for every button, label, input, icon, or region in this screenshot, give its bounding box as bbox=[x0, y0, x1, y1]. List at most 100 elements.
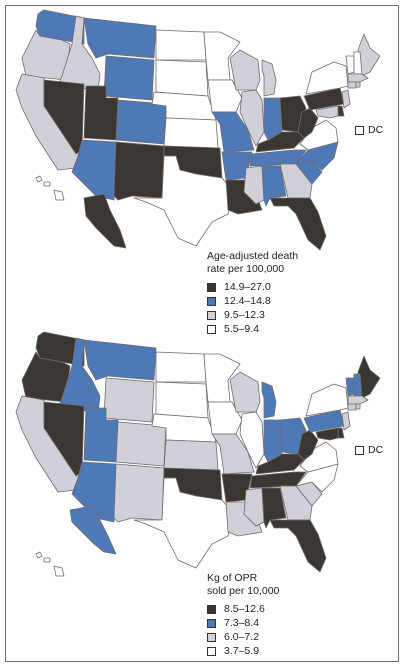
state-ME bbox=[357, 355, 381, 399]
legend-item: 3.7–5.9 bbox=[207, 644, 279, 658]
state-MA bbox=[347, 73, 369, 83]
state-MO bbox=[211, 433, 255, 475]
legend-label: 6.0–7.2 bbox=[224, 630, 260, 643]
legend-swatch bbox=[207, 632, 216, 642]
state-NJ bbox=[341, 89, 351, 109]
state-WY bbox=[103, 55, 155, 101]
dc-marker: DC bbox=[355, 124, 383, 136]
legend-swatch bbox=[207, 604, 216, 614]
legend-label: 9.5–12.3 bbox=[224, 308, 265, 321]
dc-swatch bbox=[355, 445, 364, 455]
legend-swatch bbox=[207, 282, 216, 292]
state-MI bbox=[261, 59, 277, 97]
state-AK bbox=[69, 505, 117, 555]
state-KS bbox=[163, 439, 219, 471]
legend-item: 5.5–9.4 bbox=[207, 322, 298, 336]
state-TN bbox=[249, 149, 307, 167]
legend-title-line-2: rate per 100,000 bbox=[207, 263, 285, 275]
state-WI bbox=[229, 371, 261, 413]
map-death-rate bbox=[15, 9, 381, 251]
state-NM bbox=[113, 463, 165, 523]
state-MI bbox=[261, 381, 277, 419]
state-MS bbox=[243, 487, 265, 527]
state-UT bbox=[83, 407, 119, 463]
legend-label: 3.7–5.9 bbox=[224, 644, 260, 657]
state-NY bbox=[305, 383, 349, 417]
legend-item: 14.9–27.0 bbox=[207, 280, 298, 294]
state-UT bbox=[83, 85, 119, 141]
legend-item: 12.4–14.8 bbox=[207, 294, 298, 308]
state-FL bbox=[269, 519, 327, 573]
state-RI bbox=[355, 403, 361, 410]
legend-label: 12.4–14.8 bbox=[224, 294, 271, 307]
dc-swatch bbox=[355, 125, 364, 135]
state-MT bbox=[83, 17, 157, 59]
legend-item: 9.5–12.3 bbox=[207, 308, 298, 322]
state-KY bbox=[255, 131, 305, 153]
legend-label: 8.5–12.6 bbox=[224, 602, 265, 615]
state-MO bbox=[211, 111, 255, 153]
legend-title: Kg of OPR sold per 10,000 bbox=[207, 572, 279, 598]
state-DE bbox=[337, 105, 345, 117]
state-HI bbox=[35, 175, 43, 183]
state-HI-2 bbox=[43, 181, 51, 187]
state-KY bbox=[255, 453, 305, 475]
state-NJ bbox=[341, 411, 351, 431]
state-NY bbox=[305, 61, 349, 95]
legend-swatch bbox=[207, 646, 216, 656]
state-IL bbox=[239, 89, 265, 147]
legend-title-line-1: Kg of OPR bbox=[207, 572, 258, 584]
state-IL bbox=[239, 411, 265, 469]
legend-title-line-2: sold per 10,000 bbox=[207, 585, 280, 597]
state-MD bbox=[315, 105, 339, 119]
state-HI-3 bbox=[53, 189, 65, 201]
state-SD bbox=[155, 381, 209, 419]
legend-swatch bbox=[207, 296, 216, 306]
legend-swatch bbox=[207, 618, 216, 628]
legend-label: 5.5–9.4 bbox=[224, 322, 260, 335]
legend-item: 8.5–12.6 bbox=[207, 602, 279, 616]
state-ME bbox=[357, 33, 381, 77]
state-CO bbox=[115, 99, 167, 145]
legend-swatch bbox=[207, 310, 216, 320]
state-FL bbox=[269, 197, 327, 251]
legend-swatch bbox=[207, 324, 216, 334]
legend-opr-sales: Kg of OPR sold per 10,000 8.5–12.6 7.3–8… bbox=[207, 572, 279, 658]
state-GA bbox=[279, 163, 313, 199]
state-ID bbox=[57, 337, 101, 413]
state-TX bbox=[133, 155, 233, 247]
state-HI bbox=[35, 551, 43, 559]
state-WY bbox=[103, 377, 155, 423]
legend-item: 6.0–7.2 bbox=[207, 630, 279, 644]
state-CT bbox=[347, 403, 357, 411]
state-VT bbox=[345, 55, 355, 75]
dc-label: DC bbox=[368, 444, 384, 456]
state-TX bbox=[133, 477, 233, 569]
state-SD bbox=[155, 59, 209, 97]
map-opr-sales bbox=[15, 331, 381, 577]
state-IA bbox=[207, 401, 243, 435]
state-IA bbox=[207, 79, 243, 113]
state-NM bbox=[113, 141, 165, 201]
state-AK bbox=[83, 193, 127, 249]
legend-label: 7.3–8.4 bbox=[224, 616, 260, 629]
state-CO bbox=[115, 421, 167, 467]
state-HI-3 bbox=[53, 565, 65, 577]
state-ND bbox=[155, 351, 207, 383]
state-ID bbox=[57, 15, 101, 91]
legend-item: 7.3–8.4 bbox=[207, 616, 279, 630]
state-RI bbox=[355, 81, 361, 88]
state-MT bbox=[83, 339, 157, 381]
state-MS bbox=[243, 165, 265, 205]
state-KS bbox=[163, 117, 219, 149]
state-MA bbox=[347, 395, 369, 405]
legend-label: 14.9–27.0 bbox=[224, 280, 271, 293]
dc-label: DC bbox=[368, 124, 384, 136]
state-TN bbox=[249, 471, 307, 489]
state-HI-2 bbox=[43, 557, 51, 563]
state-DE bbox=[337, 427, 345, 439]
state-ND bbox=[155, 29, 207, 61]
state-MN bbox=[203, 353, 241, 403]
state-GA bbox=[279, 485, 313, 521]
